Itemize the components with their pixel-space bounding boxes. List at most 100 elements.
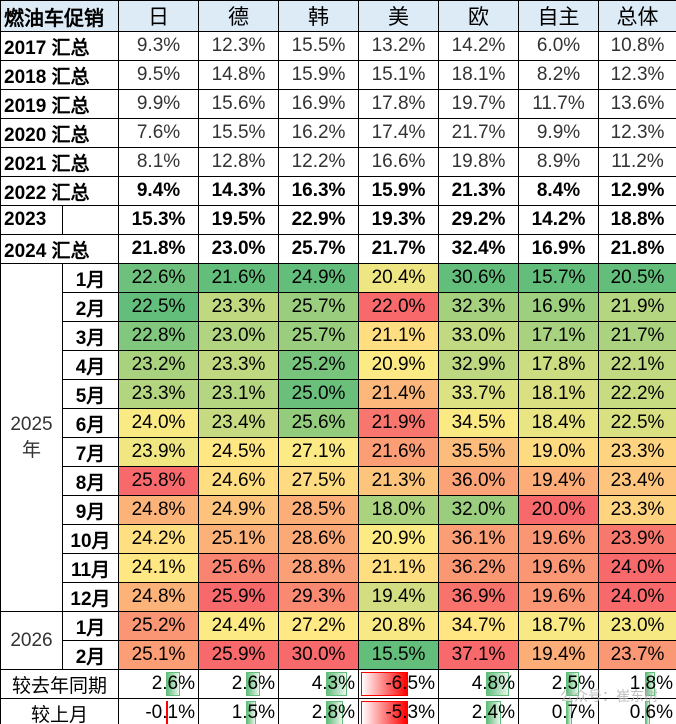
value-cell: 12.3% bbox=[598, 60, 676, 90]
heatmap-cell: 33.7% bbox=[438, 379, 519, 409]
heatmap-cell: 23.7% bbox=[598, 640, 676, 670]
value-cell: 29.2% bbox=[438, 205, 519, 235]
change-value: -5.3% bbox=[385, 702, 435, 723]
month-label: 2月 bbox=[62, 640, 119, 670]
change-value: 2.8% bbox=[311, 702, 355, 723]
value-cell: 6.0% bbox=[518, 31, 599, 61]
column-header: 德 bbox=[198, 0, 279, 32]
month-label: 5月 bbox=[62, 379, 119, 409]
month-label: 1月 bbox=[62, 263, 119, 293]
heatmap-cell: 20.0% bbox=[518, 495, 599, 525]
change-value: 2.6% bbox=[231, 673, 275, 694]
heatmap-cell: 24.9% bbox=[198, 495, 279, 525]
heatmap-cell: 17.8% bbox=[518, 350, 599, 380]
row-label: 2020 汇总 bbox=[0, 118, 119, 148]
value-cell: 11.2% bbox=[598, 147, 676, 177]
heatmap-cell: 25.8% bbox=[118, 466, 199, 496]
heatmap-cell: 37.1% bbox=[438, 640, 519, 670]
heatmap-cell: 28.8% bbox=[278, 553, 359, 583]
annual-row: 2023 15.3% 19.5% 22.9% 19.3% 29.2% 14.2% 18.8% bbox=[0, 205, 676, 235]
annual-row: 2017 汇总 9.3% 12.3% 15.5% 13.2% 14.2% 6.0% 10.8% bbox=[0, 31, 676, 61]
month-label: 4月 bbox=[62, 350, 119, 380]
heatmap-cell: 25.1% bbox=[198, 524, 279, 554]
value-cell: 14.2% bbox=[438, 31, 519, 61]
positive-data-bar bbox=[166, 672, 180, 696]
column-header: 欧 bbox=[438, 0, 519, 32]
year-label: 2026 bbox=[0, 611, 63, 670]
heatmap-cell: 32.3% bbox=[438, 292, 519, 322]
databar-cell: 2.4% bbox=[438, 698, 519, 724]
heatmap-cell: 27.2% bbox=[278, 611, 359, 641]
heatmap-cell: 25.9% bbox=[198, 582, 279, 612]
heatmap-cell: 24.8% bbox=[118, 582, 199, 612]
heatmap-cell: 23.0% bbox=[198, 321, 279, 351]
value-cell: 19.5% bbox=[198, 205, 279, 235]
heatmap-cell: 29.3% bbox=[278, 582, 359, 612]
value-cell: 17.4% bbox=[358, 118, 439, 148]
heatmap-cell: 25.2% bbox=[118, 611, 199, 641]
month-row: 5月 23.3% 23.1% 25.0% 21.4% 33.7% 18.1% 22.2% bbox=[1, 379, 676, 409]
month-row: 6月 24.0% 23.4% 25.6% 21.9% 34.5% 18.4% 22.5% bbox=[1, 408, 676, 438]
value-cell: 12.3% bbox=[198, 31, 279, 61]
heatmap-cell: 25.2% bbox=[278, 350, 359, 380]
change-value: 0.6% bbox=[629, 702, 673, 723]
value-cell: 13.2% bbox=[358, 31, 439, 61]
month-row: 7月 23.9% 24.5% 27.1% 21.6% 35.5% 19.0% 23.3% bbox=[1, 437, 676, 467]
heatmap-cell: 24.8% bbox=[118, 495, 199, 525]
month-label: 2月 bbox=[62, 292, 119, 322]
value-cell: 15.5% bbox=[278, 31, 359, 61]
heatmap-cell: 19.0% bbox=[518, 437, 599, 467]
value-cell: 13.6% bbox=[598, 89, 676, 119]
heatmap-cell: 22.5% bbox=[598, 408, 676, 438]
positive-data-bar bbox=[326, 672, 348, 696]
month-row: 4月 23.2% 23.3% 25.2% 20.9% 32.9% 17.8% 22.1% bbox=[1, 350, 676, 380]
heatmap-cell: 28.5% bbox=[278, 495, 359, 525]
value-cell: 9.5% bbox=[118, 60, 199, 90]
databar-cell: 0.6% bbox=[598, 698, 676, 724]
month-row: 11月 24.1% 25.6% 28.8% 21.1% 36.2% 19.6% 24.0% bbox=[1, 553, 676, 583]
value-cell: 16.2% bbox=[278, 118, 359, 148]
row-label: 2017 汇总 bbox=[0, 31, 119, 61]
heatmap-cell: 23.3% bbox=[598, 495, 676, 525]
heatmap-cell: 23.3% bbox=[598, 437, 676, 467]
heatmap-cell: 22.0% bbox=[358, 292, 439, 322]
month-row: 3月 22.8% 23.0% 25.7% 21.1% 33.0% 17.1% 21.7% bbox=[1, 321, 676, 351]
positive-data-bar bbox=[645, 701, 651, 724]
value-cell: 14.3% bbox=[198, 176, 279, 206]
value-cell: 15.5% bbox=[198, 118, 279, 148]
value-cell: 15.9% bbox=[358, 176, 439, 206]
heatmap-cell: 21.9% bbox=[358, 408, 439, 438]
annual-row: 2019 汇总 9.9% 15.6% 16.9% 17.8% 19.7% 11.7% 13.6… bbox=[0, 89, 676, 119]
positive-data-bar bbox=[246, 672, 260, 696]
change-value: 0.7% bbox=[551, 702, 595, 723]
databar-cell: -5.3% bbox=[358, 698, 439, 724]
value-cell: 10.8% bbox=[598, 31, 676, 61]
heatmap-cell: 24.1% bbox=[118, 553, 199, 583]
heatmap-cell: 24.0% bbox=[598, 582, 676, 612]
heatmap-cell: 18.7% bbox=[518, 611, 599, 641]
heatmap-cell: 21.3% bbox=[358, 466, 439, 496]
databar-cell: 2.5% bbox=[518, 669, 599, 699]
heatmap-cell: 24.0% bbox=[118, 408, 199, 438]
heatmap-cell: 25.7% bbox=[278, 292, 359, 322]
row-label: 2023 bbox=[0, 205, 63, 235]
heatmap-cell: 36.9% bbox=[438, 582, 519, 612]
heatmap-cell: 23.1% bbox=[198, 379, 279, 409]
negative-data-bar bbox=[360, 672, 409, 696]
value-cell: 21.3% bbox=[438, 176, 519, 206]
heatmap-cell: 20.9% bbox=[358, 524, 439, 554]
column-header: 美 bbox=[358, 0, 439, 32]
value-cell: 8.4% bbox=[518, 176, 599, 206]
value-cell: 12.9% bbox=[598, 176, 676, 206]
value-cell: 15.1% bbox=[358, 60, 439, 90]
month-row: 12月 24.8% 25.9% 29.3% 19.4% 36.9% 19.6% 24.0% bbox=[1, 582, 676, 612]
heatmap-cell: 25.0% bbox=[278, 379, 359, 409]
heatmap-cell: 17.1% bbox=[518, 321, 599, 351]
month-row: 10月 24.2% 25.1% 28.6% 20.9% 36.1% 19.6% 23.9% bbox=[1, 524, 676, 554]
heatmap-cell: 21.9% bbox=[598, 292, 676, 322]
value-cell: 16.6% bbox=[358, 147, 439, 177]
month-label: 9月 bbox=[62, 495, 119, 525]
annual-row: 2021 汇总 8.1% 12.8% 12.2% 16.6% 19.8% 8.9% 11.2% bbox=[0, 147, 676, 177]
value-cell: 32.4% bbox=[438, 234, 519, 264]
databar-cell: -0.1% bbox=[118, 698, 199, 724]
